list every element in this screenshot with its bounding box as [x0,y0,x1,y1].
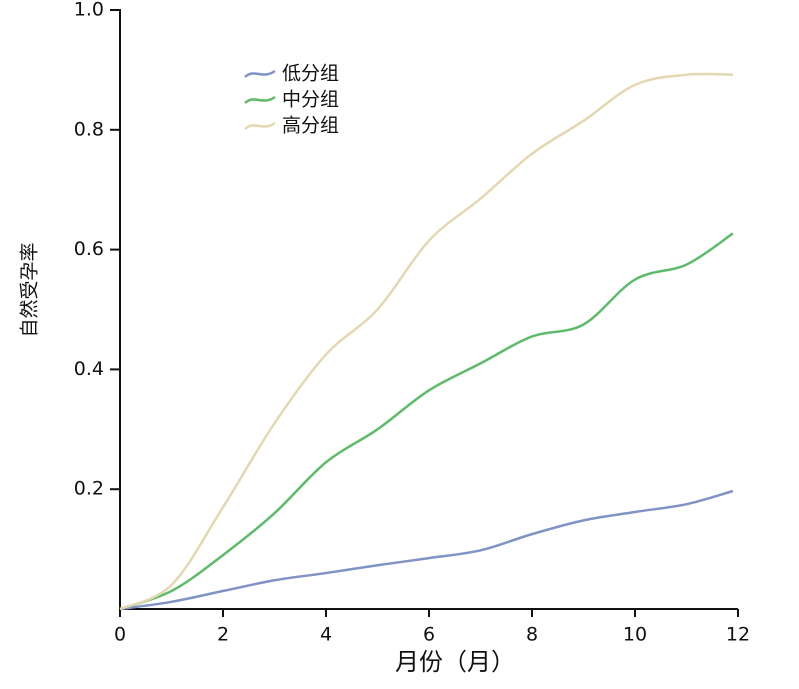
line-series [119,72,733,611]
x-tick-label: 4 [320,624,332,646]
x-tick-label: 8 [526,624,538,646]
line-series [119,489,734,611]
legend-label: 高分组 [282,115,339,137]
legend-swatch [244,95,276,105]
x-tick-label: 12 [726,624,750,646]
legend-label: 低分组 [282,63,339,85]
x-axis-label: 月份（月） [395,648,515,676]
y-tick-label: 0.2 [74,478,104,500]
y-tick-label: 1.0 [74,0,104,21]
y-axis-label: 自然受孕率 [19,242,41,337]
y-tick-label: 0.8 [74,118,104,140]
line-series [119,232,734,611]
x-tick-label: 2 [217,624,229,646]
legend-swatch [244,121,276,131]
legend-label: 中分组 [282,89,339,111]
x-tick-label: 10 [623,624,647,646]
y-tick-label: 0.6 [74,238,104,260]
y-tick-label: 0.4 [74,358,104,380]
legend-swatch [244,69,276,79]
x-tick-label: 6 [423,624,435,646]
x-tick-label: 0 [114,624,126,646]
